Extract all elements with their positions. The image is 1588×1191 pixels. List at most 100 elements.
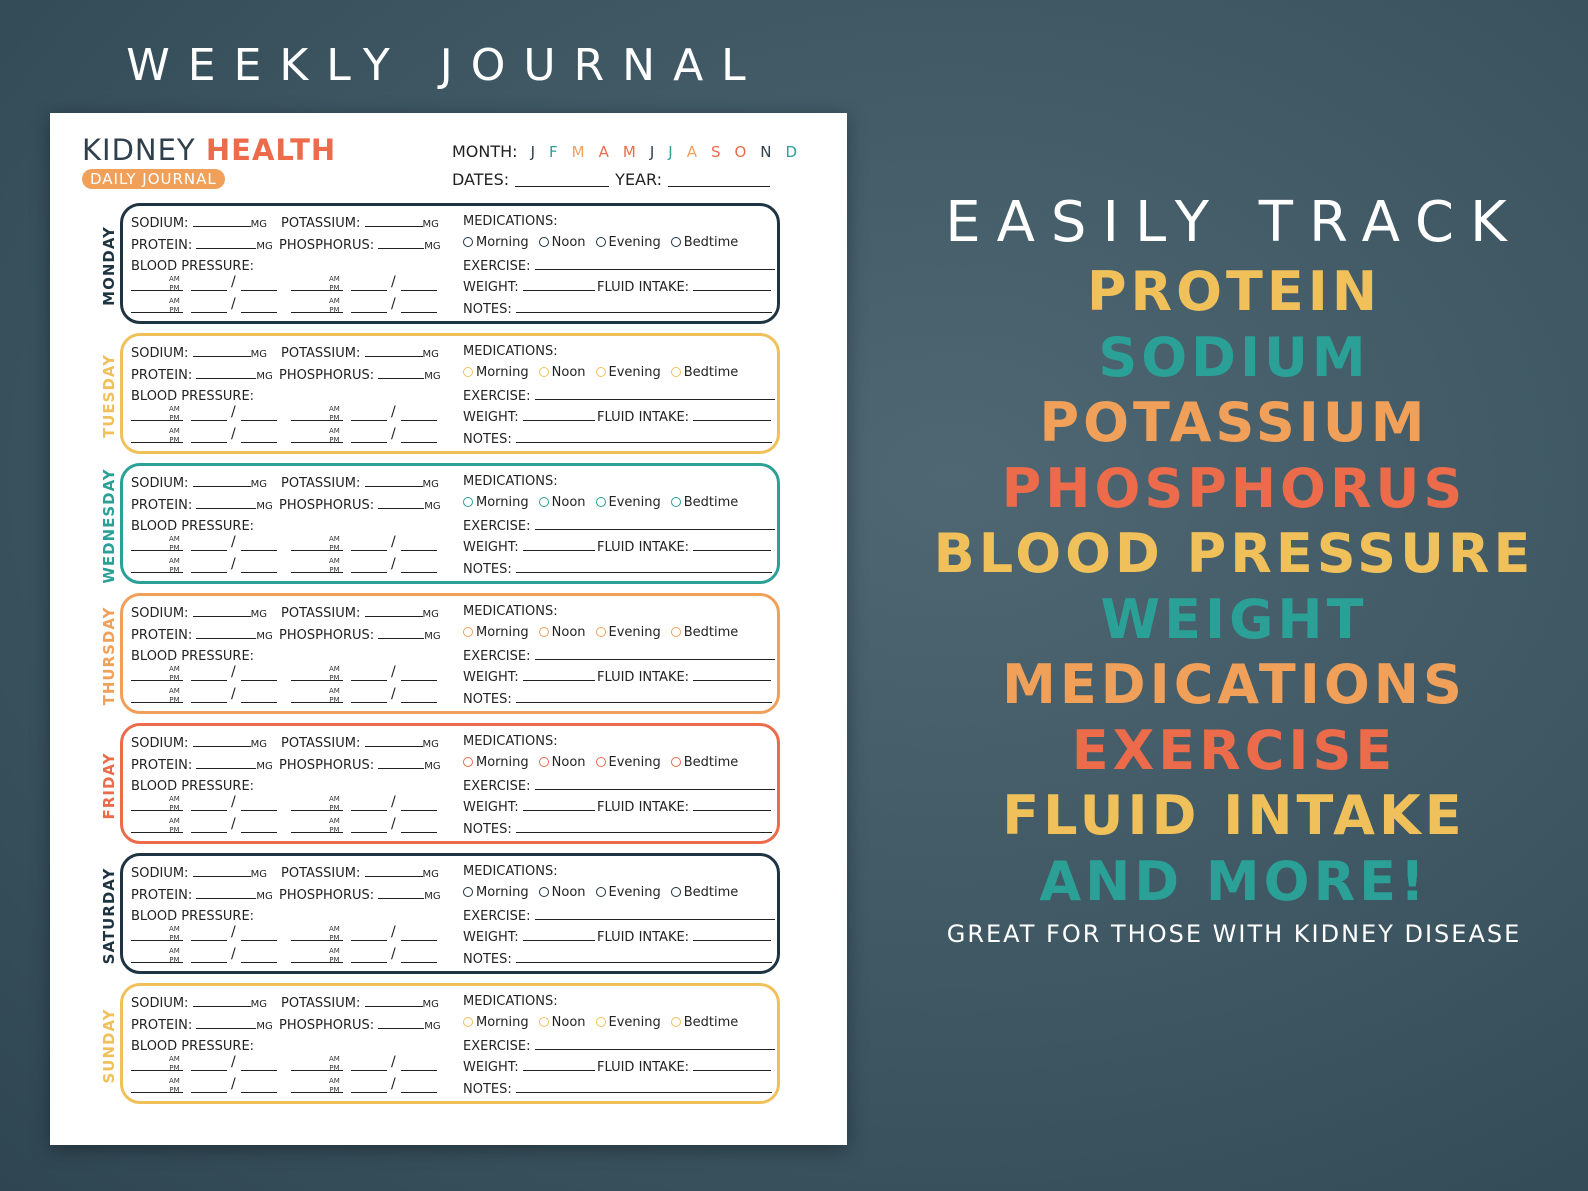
month-letter[interactable]: J — [530, 142, 535, 161]
bp-diastolic-field[interactable] — [401, 680, 437, 681]
weight-field[interactable] — [522, 929, 595, 941]
bp-systolic-field[interactable] — [351, 940, 387, 941]
potassium-field[interactable] — [364, 865, 423, 877]
med-option-morning[interactable]: Morning — [463, 495, 529, 510]
bp-diastolic-field[interactable] — [241, 962, 277, 963]
bp-diastolic-field[interactable] — [401, 702, 437, 703]
bp-diastolic-field[interactable] — [241, 442, 277, 443]
month-letter[interactable]: M — [571, 142, 585, 161]
bp-systolic-field[interactable] — [351, 572, 387, 573]
checkbox-circle-icon[interactable] — [463, 237, 473, 247]
month-letter[interactable]: M — [622, 142, 636, 161]
bp-diastolic-field[interactable] — [241, 572, 277, 573]
weight-field[interactable] — [522, 279, 595, 291]
med-option-evening[interactable]: Evening — [595, 495, 661, 510]
fluid-intake-field[interactable] — [693, 929, 772, 941]
bp-time-field[interactable] — [291, 680, 343, 681]
med-option-bedtime[interactable]: Bedtime — [670, 235, 738, 250]
exercise-field[interactable] — [534, 258, 775, 270]
med-option-morning[interactable]: Morning — [463, 625, 529, 640]
potassium-field[interactable] — [364, 215, 423, 227]
bp-systolic-field[interactable] — [351, 550, 387, 551]
bp-diastolic-field[interactable] — [241, 810, 277, 811]
notes-field[interactable] — [515, 431, 772, 443]
month-letter[interactable]: S — [710, 142, 721, 161]
med-option-morning[interactable]: Morning — [463, 755, 529, 770]
notes-field[interactable] — [515, 951, 772, 963]
checkbox-circle-icon[interactable] — [538, 757, 549, 767]
bp-diastolic-field[interactable] — [401, 312, 437, 313]
checkbox-circle-icon[interactable] — [595, 757, 606, 767]
bp-systolic-field[interactable] — [191, 420, 227, 421]
bp-time-field[interactable] — [131, 550, 183, 551]
exercise-field[interactable] — [534, 388, 775, 400]
med-option-morning[interactable]: Morning — [463, 365, 529, 380]
potassium-field[interactable] — [364, 475, 423, 487]
bp-systolic-field[interactable] — [191, 810, 227, 811]
bp-time-field[interactable] — [291, 420, 343, 421]
month-letter[interactable]: A — [686, 142, 697, 161]
weight-field[interactable] — [522, 799, 595, 811]
bp-systolic-field[interactable] — [351, 1092, 387, 1093]
dates-field[interactable] — [515, 172, 610, 187]
bp-systolic-field[interactable] — [351, 290, 387, 291]
bp-diastolic-field[interactable] — [241, 702, 277, 703]
med-option-bedtime[interactable]: Bedtime — [670, 365, 738, 380]
checkbox-circle-icon[interactable] — [463, 757, 473, 767]
bp-time-field[interactable] — [291, 1092, 343, 1093]
med-option-evening[interactable]: Evening — [595, 235, 661, 250]
bp-diastolic-field[interactable] — [241, 832, 277, 833]
med-option-bedtime[interactable]: Bedtime — [670, 755, 738, 770]
protein-field[interactable] — [196, 757, 257, 769]
weight-field[interactable] — [522, 1059, 595, 1071]
checkbox-circle-icon[interactable] — [595, 237, 606, 247]
med-option-morning[interactable]: Morning — [463, 885, 529, 900]
bp-systolic-field[interactable] — [191, 442, 227, 443]
notes-field[interactable] — [515, 821, 772, 833]
bp-time-field[interactable] — [131, 442, 183, 443]
potassium-field[interactable] — [364, 345, 423, 357]
bp-systolic-field[interactable] — [191, 1092, 227, 1093]
med-option-noon[interactable]: Noon — [538, 625, 586, 640]
bp-systolic-field[interactable] — [191, 312, 227, 313]
bp-time-field[interactable] — [291, 442, 343, 443]
checkbox-circle-icon[interactable] — [595, 627, 606, 637]
sodium-field[interactable] — [192, 215, 251, 227]
fluid-intake-field[interactable] — [693, 539, 772, 551]
checkbox-circle-icon[interactable] — [670, 237, 681, 247]
fluid-intake-field[interactable] — [693, 1059, 772, 1071]
fluid-intake-field[interactable] — [693, 669, 772, 681]
month-letter[interactable]: O — [734, 142, 747, 161]
checkbox-circle-icon[interactable] — [595, 887, 606, 897]
bp-diastolic-field[interactable] — [241, 940, 277, 941]
bp-time-field[interactable] — [131, 680, 183, 681]
med-option-evening[interactable]: Evening — [595, 885, 661, 900]
med-option-noon[interactable]: Noon — [538, 235, 586, 250]
bp-time-field[interactable] — [291, 702, 343, 703]
checkbox-circle-icon[interactable] — [463, 1017, 473, 1027]
checkbox-circle-icon[interactable] — [538, 1017, 549, 1027]
med-option-bedtime[interactable]: Bedtime — [670, 885, 738, 900]
phosphorus-field[interactable] — [378, 757, 425, 769]
fluid-intake-field[interactable] — [693, 799, 772, 811]
bp-time-field[interactable] — [291, 572, 343, 573]
bp-time-field[interactable] — [131, 420, 183, 421]
month-letter[interactable]: J — [668, 142, 673, 161]
bp-systolic-field[interactable] — [351, 702, 387, 703]
fluid-intake-field[interactable] — [693, 279, 772, 291]
protein-field[interactable] — [196, 497, 257, 509]
notes-field[interactable] — [515, 301, 772, 313]
bp-systolic-field[interactable] — [191, 962, 227, 963]
bp-diastolic-field[interactable] — [401, 442, 437, 443]
med-option-bedtime[interactable]: Bedtime — [670, 1015, 738, 1030]
exercise-field[interactable] — [534, 908, 775, 920]
bp-systolic-field[interactable] — [351, 312, 387, 313]
bp-systolic-field[interactable] — [191, 940, 227, 941]
bp-time-field[interactable] — [291, 1070, 343, 1071]
sodium-field[interactable] — [192, 735, 251, 747]
bp-diastolic-field[interactable] — [401, 832, 437, 833]
med-option-evening[interactable]: Evening — [595, 625, 661, 640]
bp-time-field[interactable] — [291, 312, 343, 313]
med-option-evening[interactable]: Evening — [595, 365, 661, 380]
checkbox-circle-icon[interactable] — [670, 497, 681, 507]
